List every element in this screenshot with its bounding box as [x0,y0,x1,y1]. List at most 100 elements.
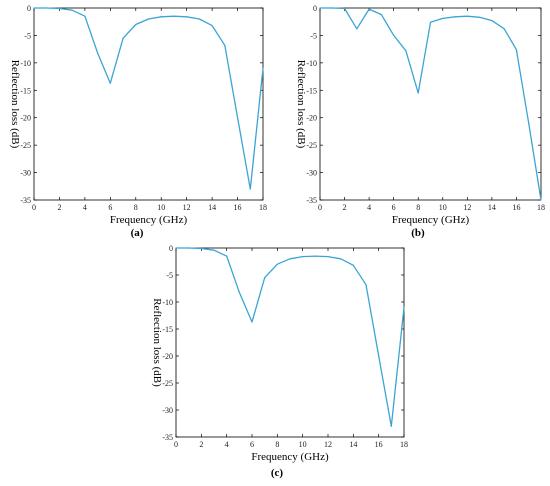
data-point [365,284,367,286]
plot-frame [319,7,542,201]
data-point [314,255,316,257]
x-tick-label: 10 [299,440,307,449]
plot-frame [33,7,264,201]
data-point [122,37,124,39]
series-line [176,247,405,427]
data-point [429,21,432,23]
y-axis-label: Reflection loss (dB) [295,60,307,149]
x-tick-label: 14 [488,203,496,212]
data-point [200,247,202,250]
data-point [319,7,321,9]
data-point [378,355,380,357]
data-point [84,15,86,17]
x-tick-label: 6 [392,203,396,212]
series-line [320,7,542,201]
y-tick-label: -25 [162,379,173,388]
data-point [249,188,251,190]
y-tick-label: -20 [20,114,31,123]
x-tick-label: 14 [349,440,357,449]
data-point [343,7,346,10]
y-tick-label: 0 [313,4,317,13]
data-point [327,256,329,258]
data-point [528,122,530,124]
x-tick-label: 16 [375,440,383,449]
x-tick-label: 10 [439,203,447,212]
data-point [71,9,73,11]
chart-panel-2: 0 2 4 6 8 10 12 14 16 18 0 -5 -10 -15 -20 -25 -30 -35 Freq… [295,4,545,239]
x-tick-label: 2 [57,203,61,212]
data-point [491,20,493,22]
data-point [33,7,35,9]
data-point [224,44,226,46]
data-point [236,117,239,119]
data-point [417,92,419,94]
data-point [403,306,405,308]
data-point [340,258,342,260]
y-tick-label: -35 [162,433,173,442]
chart-panel-1: 0 2 4 6 8 10 12 14 16 18 0 -5 -10 -15 -20 -25 -30 -35 Freq… [9,4,267,239]
data-point [503,28,505,30]
data-point [302,256,304,258]
x-tick-label: 18 [400,440,408,449]
series-line [34,7,264,190]
panel-label: (c) [271,467,284,479]
x-tick-label: 0 [32,203,36,212]
data-point [58,7,61,10]
y-tick-label: -15 [20,86,31,95]
x-tick-label: 16 [234,203,242,212]
y-tick-label: -35 [20,196,31,205]
data-point [97,52,99,54]
data-point [226,255,228,257]
x-axis-label: Frequency (GHz) [392,214,470,226]
y-tick-label: -15 [306,86,317,95]
data-point [289,258,291,260]
y-axis-label: Reflection loss (dB) [9,60,21,149]
panel-label: (a) [131,227,144,239]
data-point [454,16,456,18]
data-point [251,321,253,323]
y-tick-label: -30 [306,169,317,178]
y-tick-label: -5 [166,271,173,280]
y-tick-label: -25 [20,141,31,150]
y-tick-label: -20 [306,114,317,123]
x-tick-label: 8 [275,440,279,449]
y-tick-label: -15 [162,325,173,334]
x-tick-label: 10 [157,203,165,212]
y-axis-label: Reflection loss (dB) [151,298,163,387]
panel-label: (b) [411,227,425,239]
data-point [262,67,264,69]
y-tick-label: -20 [162,352,173,361]
data-point [380,13,382,16]
chart-panel-3: 0 2 4 6 8 10 12 14 16 18 0 -5 -10 -15 -20 -25 -30 -35 Freq… [151,244,408,479]
data-point [479,16,481,18]
data-point [238,291,240,293]
y-tick-label: -5 [310,31,317,40]
y-tick-label: -10 [162,298,173,307]
x-tick-label: 8 [416,203,420,212]
data-point [147,18,150,20]
x-tick-label: 12 [183,203,191,212]
x-axis-label: Frequency (GHz) [110,214,188,226]
y-tick-label: -30 [162,406,173,415]
x-axis-label: Frequency (GHz) [251,451,329,463]
x-tick-label: 14 [208,203,216,212]
data-point [393,34,395,37]
x-tick-label: 4 [225,440,229,449]
data-point [135,23,137,26]
data-point [540,199,542,201]
data-point [264,277,266,279]
x-tick-label: 2 [343,203,347,212]
x-tick-label: 12 [463,203,471,212]
data-point [160,16,162,18]
data-point [188,247,190,249]
data-point [515,49,518,51]
x-tick-label: 16 [512,203,520,212]
y-tick-label: -35 [306,196,317,205]
x-tick-label: 18 [259,203,267,212]
data-point [356,28,358,30]
data-point [331,7,333,9]
data-point [211,24,213,27]
x-tick-label: 2 [199,440,203,449]
x-tick-label: 4 [367,203,371,212]
